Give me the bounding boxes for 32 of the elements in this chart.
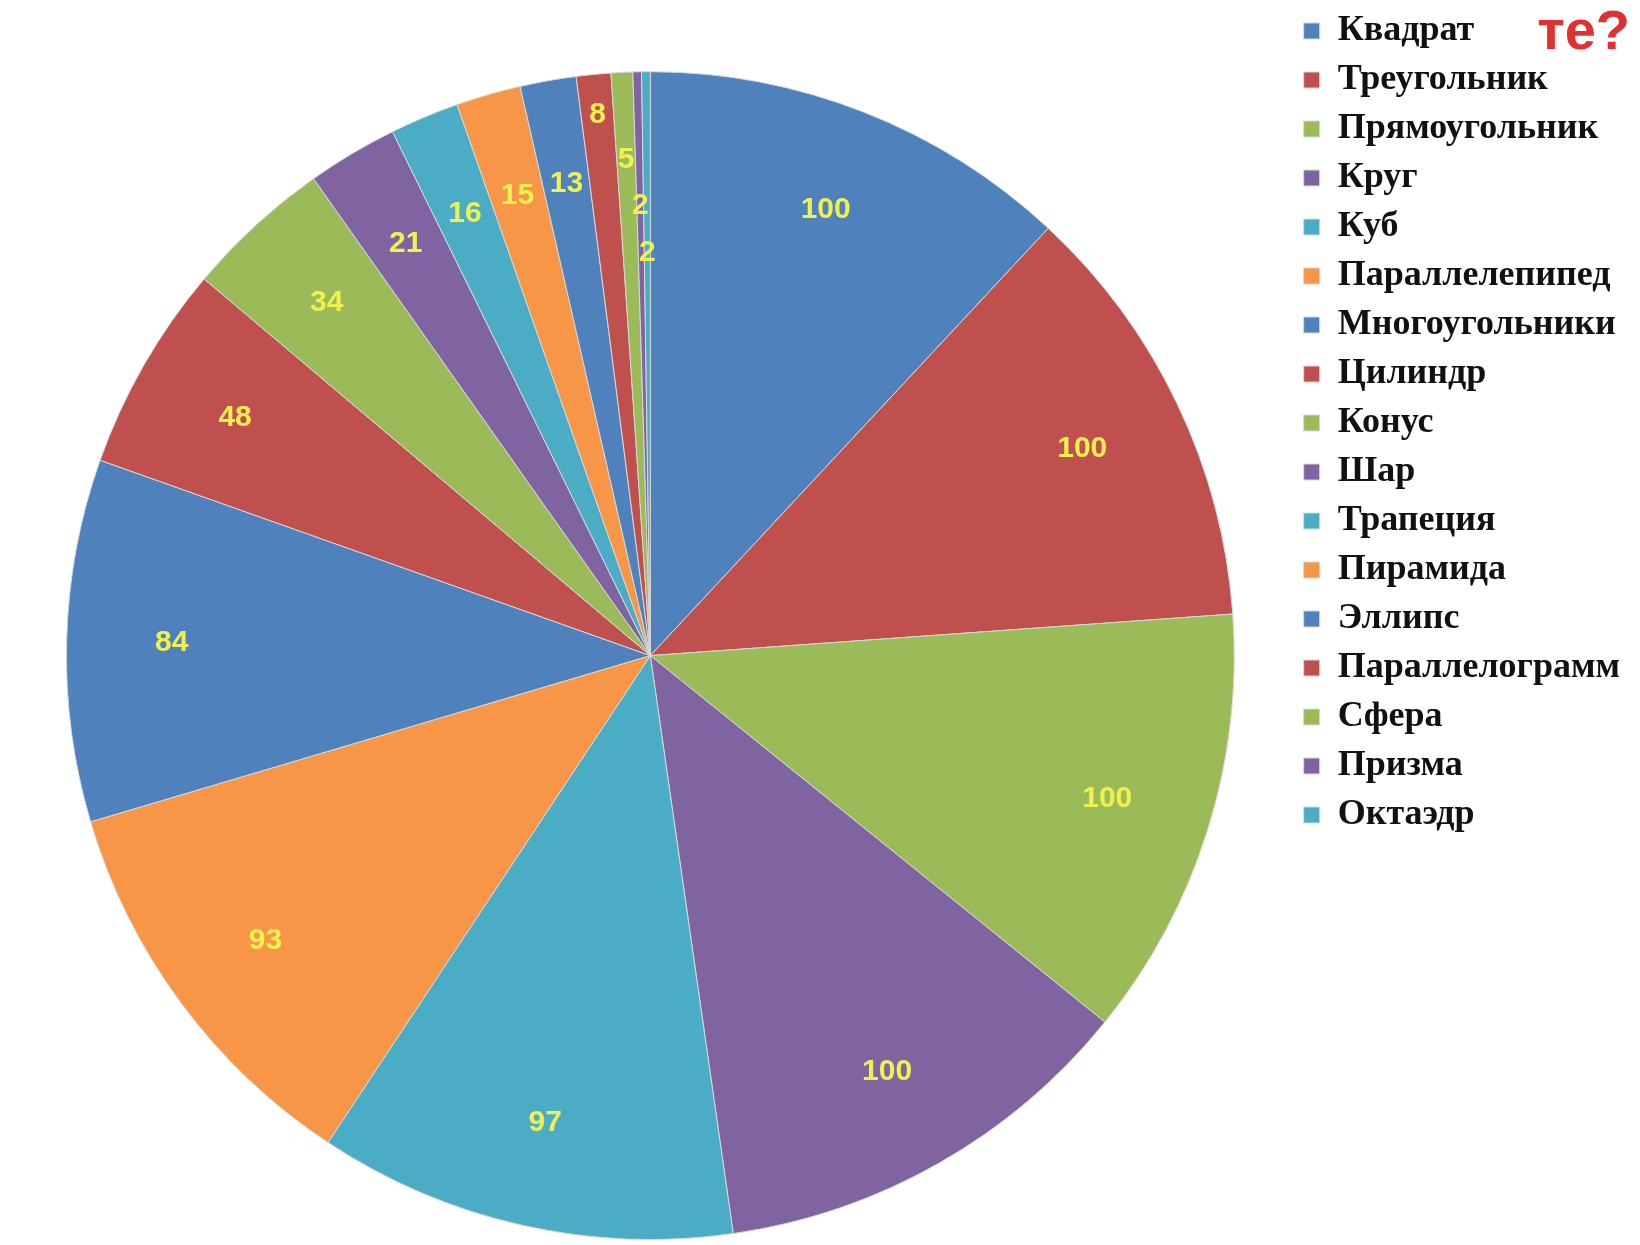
legend-label: Трапеция: [1337, 498, 1496, 539]
data-label: 93: [248, 921, 283, 955]
data-label: 5: [617, 141, 635, 175]
data-label: 97: [528, 1104, 562, 1137]
data-label: 100: [1057, 430, 1108, 464]
data-label: 100: [800, 191, 851, 225]
data-label: 15: [500, 176, 535, 210]
legend-label: Многоугольники: [1337, 302, 1616, 343]
legend-label: Параллелепипед: [1337, 253, 1611, 294]
legend-label: Параллелограмм: [1337, 645, 1621, 686]
data-label: 21: [389, 225, 423, 259]
data-label: 48: [218, 398, 252, 432]
data-label: 100: [862, 1053, 913, 1086]
legend-label: Шар: [1337, 449, 1416, 490]
data-label: 8: [589, 96, 606, 130]
legend-label: Эллипс: [1337, 596, 1460, 637]
legend-label: Пирамида: [1337, 547, 1506, 588]
legend-label: Октаэдр: [1337, 792, 1475, 833]
data-label: 2: [631, 187, 649, 221]
data-label: 13: [549, 165, 584, 199]
data-label: 16: [448, 195, 482, 229]
legend-label: Призма: [1337, 743, 1463, 784]
data-label: 34: [310, 284, 344, 318]
legend-label: Прямоугольник: [1337, 106, 1599, 147]
legend-label: Сфера: [1337, 694, 1443, 735]
legend-label: Куб: [1337, 204, 1399, 245]
legend-label: Цилиндр: [1337, 351, 1487, 392]
data-label: 84: [155, 624, 189, 658]
legend-label: Конус: [1337, 400, 1434, 441]
legend-label: Квадрат: [1337, 8, 1475, 49]
legend-label: Круг: [1337, 155, 1418, 196]
data-label: 100: [1082, 780, 1133, 814]
